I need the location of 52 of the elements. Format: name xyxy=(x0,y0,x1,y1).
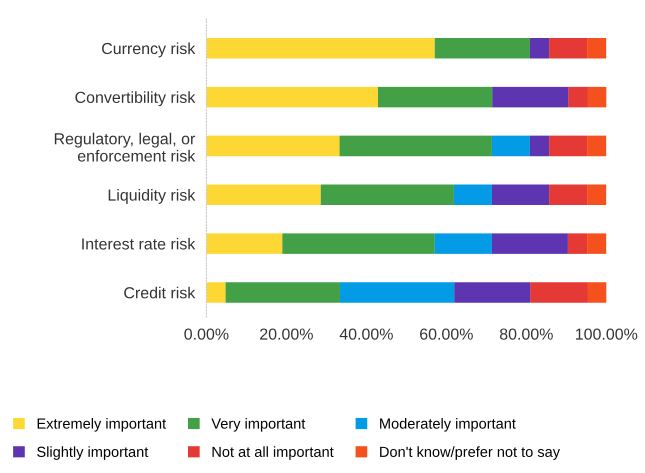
bar xyxy=(206,233,282,254)
bar xyxy=(206,282,226,303)
bar xyxy=(588,282,606,303)
bar xyxy=(282,233,435,254)
bar xyxy=(340,136,492,156)
bar xyxy=(568,86,588,108)
legend-label: Not at all important xyxy=(212,446,334,460)
bar xyxy=(492,233,568,254)
bar xyxy=(549,184,588,206)
legend-label: Extremely important xyxy=(38,418,166,432)
bar xyxy=(492,86,568,108)
y-tick-label: Convertibility risk xyxy=(75,91,196,106)
bar xyxy=(530,282,588,303)
bar xyxy=(587,233,606,254)
bar xyxy=(587,184,606,206)
y-tick-label: Regulatory, legal, or enforcement risk xyxy=(54,132,196,162)
bar xyxy=(206,86,378,108)
bar xyxy=(492,136,530,156)
x-tick-label: 40.00% xyxy=(340,328,393,340)
bar xyxy=(206,184,321,206)
bar xyxy=(588,86,606,108)
bar xyxy=(206,136,340,156)
bar xyxy=(568,233,588,254)
y-tick-label: Liquidity risk xyxy=(108,188,196,204)
bar xyxy=(530,38,550,58)
x-tick-label: 80.00% xyxy=(500,328,553,340)
bar xyxy=(206,38,435,58)
bar xyxy=(320,184,454,206)
bar xyxy=(378,86,492,108)
x-tick-label: 0.00% xyxy=(184,328,228,340)
x-tick-label: 100.00% xyxy=(576,328,638,340)
y-tick-label: Interest rate risk xyxy=(82,238,196,250)
legend-label: Very important xyxy=(211,418,306,432)
bar xyxy=(434,233,492,254)
bar xyxy=(492,184,550,206)
y-tick-label: Currency risk xyxy=(102,42,196,58)
legend-label: Slightly important xyxy=(37,446,148,460)
y-tick-label: Credit risk xyxy=(124,286,196,298)
bar xyxy=(530,136,550,156)
x-tick-label: 60.00% xyxy=(420,328,473,340)
bar xyxy=(549,38,588,58)
bar xyxy=(549,136,588,156)
bar xyxy=(587,38,606,58)
bar xyxy=(226,282,340,303)
bar xyxy=(454,184,492,206)
bar xyxy=(434,38,530,58)
x-tick-label: 20.00% xyxy=(260,328,313,340)
bar xyxy=(454,282,530,303)
legend-label: Moderately important xyxy=(380,418,516,432)
bar xyxy=(340,282,454,303)
legend-label: Don't know/prefer not to say xyxy=(380,446,560,460)
bar xyxy=(587,136,606,156)
